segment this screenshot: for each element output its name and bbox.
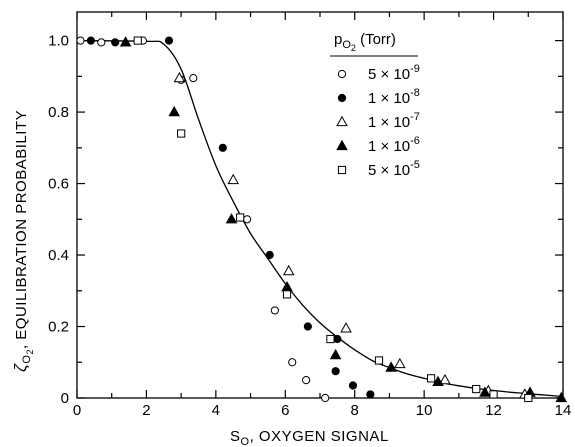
- y-tick-label: 0.2: [48, 319, 69, 336]
- y-tick-label: 0.4: [48, 247, 69, 264]
- data-point-triangle-open: [394, 357, 406, 369]
- fit-curve: [76, 39, 564, 398]
- legend-title-sub: O: [342, 39, 351, 51]
- data-point-triangle-filled: [555, 391, 568, 403]
- data-point-circle-filled: [348, 381, 358, 390]
- data-point-triangle-filled: [119, 36, 132, 47]
- data-point-square-open: [426, 374, 436, 383]
- data-point-triangle-open: [439, 373, 451, 385]
- data-point-square-open: [282, 290, 292, 299]
- data-point-circle-open: [189, 74, 198, 83]
- data-point-square-open: [326, 334, 335, 344]
- data-point-square-open: [133, 36, 142, 45]
- x-tick-label: 6: [281, 402, 289, 419]
- data-point-triangle-filled: [385, 361, 397, 372]
- data-point-circle-filled: [164, 36, 174, 45]
- x-tick-label: 4: [212, 402, 220, 419]
- legend-title-rest: (Torr): [356, 31, 396, 48]
- y-tick-label: 1.0: [48, 33, 69, 50]
- y-axis-label-sub: O: [21, 355, 33, 364]
- x-tick-label: 10: [416, 402, 433, 419]
- data-point-square-open: [374, 356, 384, 365]
- data-point-triangle-filled: [329, 348, 342, 360]
- data-point-triangle-open: [282, 264, 295, 276]
- y-axis-label-main: ζ: [11, 363, 30, 372]
- data-point-circle-filled: [218, 143, 227, 152]
- legend-marker-triangle-filled: [336, 139, 348, 151]
- y-axis-label: ζO2, EQUILIBRATION PROBABILITY: [11, 110, 35, 372]
- x-axis-label-sub: O: [241, 436, 250, 447]
- data-point-triangle-filled: [225, 213, 238, 224]
- data-point-triangle-open: [227, 173, 240, 185]
- legend-marker-circle-open: [337, 69, 347, 79]
- x-axis-label-rest: , OXYGEN SIGNAL: [250, 428, 389, 445]
- data-point-triangle-filled: [432, 375, 444, 387]
- data-point-circle-open: [321, 393, 330, 403]
- data-point-circle-filled: [366, 390, 375, 399]
- data-point-square-open: [236, 213, 245, 222]
- data-point-square-open: [489, 390, 498, 399]
- legend-label: 1 × 10-8: [368, 87, 420, 107]
- data-point-circle-filled: [86, 36, 95, 45]
- legend-title: pO2 (Torr): [334, 31, 396, 53]
- data-point-square-open: [472, 384, 481, 394]
- legend-label: 1 × 10-6: [368, 135, 420, 155]
- data-point-circle-open: [97, 38, 106, 47]
- legend-marker-triangle-open: [336, 115, 348, 127]
- data-point-triangle-open: [173, 71, 186, 83]
- data-point-circle-filled: [265, 250, 274, 260]
- data-point-triangle-filled: [479, 386, 491, 397]
- y-tick-label: 0.8: [48, 104, 69, 121]
- legend-label: 1 × 10-7: [368, 111, 420, 131]
- data-point-triangle-filled: [168, 105, 180, 117]
- data-point-circle-open: [76, 36, 85, 45]
- x-tick-label: 8: [351, 402, 359, 419]
- legend-title-main: p: [334, 31, 342, 48]
- y-tick-label: 0.6: [48, 176, 69, 193]
- data-point-square-open: [524, 393, 533, 403]
- legend-title-subsub: 2: [351, 43, 356, 53]
- data-point-square-open: [177, 129, 186, 138]
- y-axis-label-rest: , EQUILIBRATION PROBABILITY: [13, 110, 30, 349]
- y-tick-label: 0: [61, 390, 69, 407]
- y-axis-label-subsub: 2: [25, 349, 35, 355]
- axis-ticks: [76, 12, 564, 399]
- data-point-circle-open: [302, 376, 311, 385]
- legend: pO2 (Torr) 5 × 10-9 1 × 10-8 1 × 10-7 1 × 1…: [330, 31, 420, 179]
- legend-marker-square-open: [337, 165, 347, 175]
- axis-tick-labels: 0 2 4 6 8 10 12 14 0 0.2 0.4 0.6 0.8 1.0: [48, 33, 571, 419]
- data-point-circle-open: [270, 306, 279, 315]
- x-axis-label-main: S: [230, 428, 241, 445]
- data-point-triangle-open: [340, 322, 352, 333]
- data-point-circle-filled: [303, 322, 312, 331]
- x-tick-label: 14: [555, 402, 572, 419]
- data-points: [76, 36, 568, 403]
- x-tick-label: 0: [73, 402, 81, 419]
- data-point-circle-filled: [333, 334, 342, 344]
- data-point-circle-filled: [111, 38, 120, 47]
- x-axis-label: SO, OXYGEN SIGNAL: [230, 428, 389, 447]
- legend-label: 5 × 10-5: [368, 159, 420, 179]
- x-tick-label: 12: [485, 402, 502, 419]
- data-point-triangle-filled: [281, 280, 293, 292]
- legend-marker-circle-filled: [337, 93, 347, 103]
- data-point-circle-filled: [331, 367, 340, 376]
- legend-label: 5 × 10-9: [368, 63, 420, 83]
- data-point-circle-open: [243, 215, 252, 224]
- data-point-circle-open: [288, 358, 297, 367]
- x-tick-label: 2: [142, 402, 150, 419]
- legend-items: 5 × 10-9 1 × 10-8 1 × 10-7 1 × 10-6 5 × 10-5: [336, 63, 420, 179]
- plot-frame: [76, 11, 564, 399]
